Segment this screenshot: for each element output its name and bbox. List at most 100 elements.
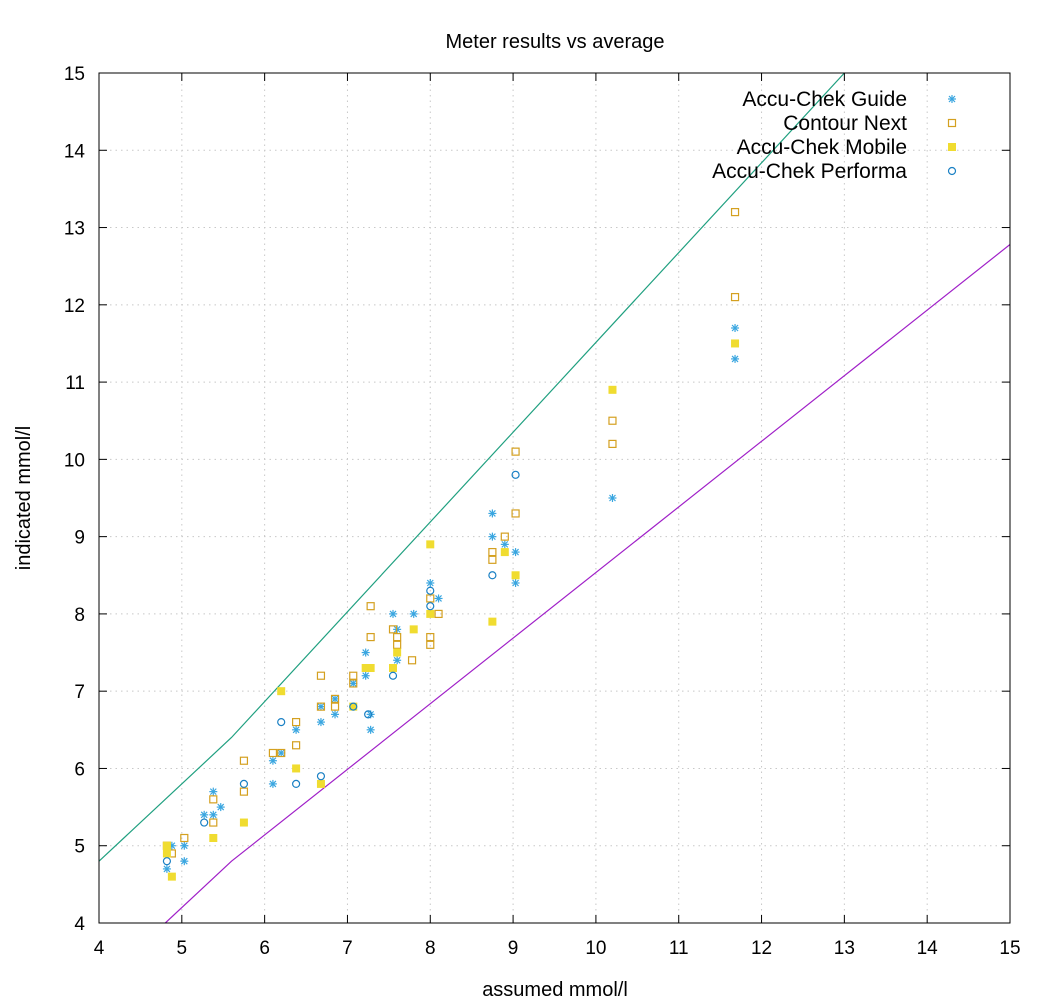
data-point (407, 656, 417, 665)
data-point (393, 625, 402, 634)
legend-marker (947, 118, 957, 128)
data-point (292, 725, 301, 734)
asterisk-stroke (435, 595, 442, 602)
data-point (268, 756, 277, 765)
x-tick-label: 8 (425, 938, 436, 959)
y-tick-label: 10 (64, 450, 85, 471)
data-point (511, 509, 520, 518)
data-point (730, 207, 740, 217)
series-3 (162, 470, 520, 866)
data-points (162, 207, 740, 881)
data-point (239, 779, 249, 789)
x-axis-label: assumed mmol/l (482, 979, 628, 1000)
data-point (349, 671, 358, 680)
data-point (316, 702, 326, 711)
x-tick-label: 13 (834, 938, 855, 959)
data-point (331, 694, 340, 703)
asterisk-stroke (393, 625, 401, 633)
square-shape (162, 841, 171, 850)
asterisk-stroke (488, 533, 496, 541)
x-tick-label: 14 (917, 938, 939, 959)
data-point (731, 339, 740, 348)
data-point (277, 749, 286, 757)
square-shape (426, 640, 435, 649)
square-shape (162, 849, 171, 858)
x-tick-label: 7 (342, 938, 353, 959)
asterisk-stroke (362, 649, 370, 656)
asterisk-stroke (269, 780, 277, 788)
data-point (349, 679, 358, 688)
circle-shape (239, 779, 249, 789)
circle-shape (426, 602, 435, 611)
data-point (488, 547, 497, 557)
asterisk-stroke (501, 540, 509, 548)
data-point (239, 756, 249, 765)
asterisk-stroke (163, 865, 171, 873)
series-1 (162, 207, 740, 858)
data-point (366, 725, 375, 734)
square-shape (239, 818, 248, 827)
circle-shape (511, 470, 520, 479)
data-point (277, 748, 286, 758)
reference-line-5 (164, 244, 1010, 923)
data-point (239, 787, 249, 796)
legend-item: Accu-Chek Guide (742, 88, 956, 111)
square-shape (330, 694, 340, 704)
square-shape (393, 640, 402, 649)
square-shape (388, 625, 398, 634)
data-point (162, 864, 171, 873)
legend-item: Accu-Chek Performa (712, 160, 957, 183)
asterisk-stroke (512, 548, 519, 556)
asterisk-stroke (410, 610, 418, 618)
data-point (393, 656, 402, 665)
square-shape (268, 748, 278, 758)
data-point (330, 702, 340, 711)
circle-shape (162, 857, 172, 866)
y-tick-label: 9 (74, 528, 85, 549)
asterisk-stroke (426, 579, 434, 587)
data-point (426, 579, 435, 587)
asterisk-stroke (389, 610, 397, 618)
circle-shape (292, 779, 301, 789)
data-point (349, 679, 358, 688)
square-shape (277, 687, 286, 696)
square-shape (730, 292, 740, 302)
data-point (393, 648, 402, 657)
data-point (409, 609, 418, 618)
square-shape (316, 671, 326, 680)
data-point (209, 795, 218, 804)
data-point (216, 803, 225, 812)
square-shape (277, 748, 286, 758)
data-point (608, 416, 617, 425)
data-point (330, 694, 340, 704)
data-point (316, 702, 325, 711)
y-tick-label: 6 (74, 759, 85, 780)
square-shape (366, 602, 375, 611)
asterisk-stroke (180, 857, 188, 865)
data-point (389, 609, 398, 618)
y-tick-label: 11 (65, 373, 85, 394)
data-point (277, 717, 286, 727)
square-shape (434, 609, 443, 619)
data-point (364, 710, 373, 719)
data-point (200, 810, 209, 819)
data-point (426, 602, 435, 611)
square-shape (511, 509, 520, 518)
square-shape (349, 671, 358, 680)
y-tick-label: 5 (74, 837, 85, 858)
data-point (316, 671, 326, 680)
square-shape (731, 339, 740, 348)
square-shape (426, 594, 435, 603)
x-tick-label: 12 (751, 938, 772, 959)
y-tick-label: 8 (74, 605, 85, 626)
data-point (488, 571, 497, 580)
asterisk-stroke (200, 811, 208, 819)
data-point (393, 640, 402, 649)
data-point (434, 609, 443, 619)
square-shape (511, 447, 520, 456)
data-point (366, 664, 375, 672)
square-shape (209, 834, 218, 842)
data-point (361, 671, 370, 680)
data-point (292, 779, 301, 789)
